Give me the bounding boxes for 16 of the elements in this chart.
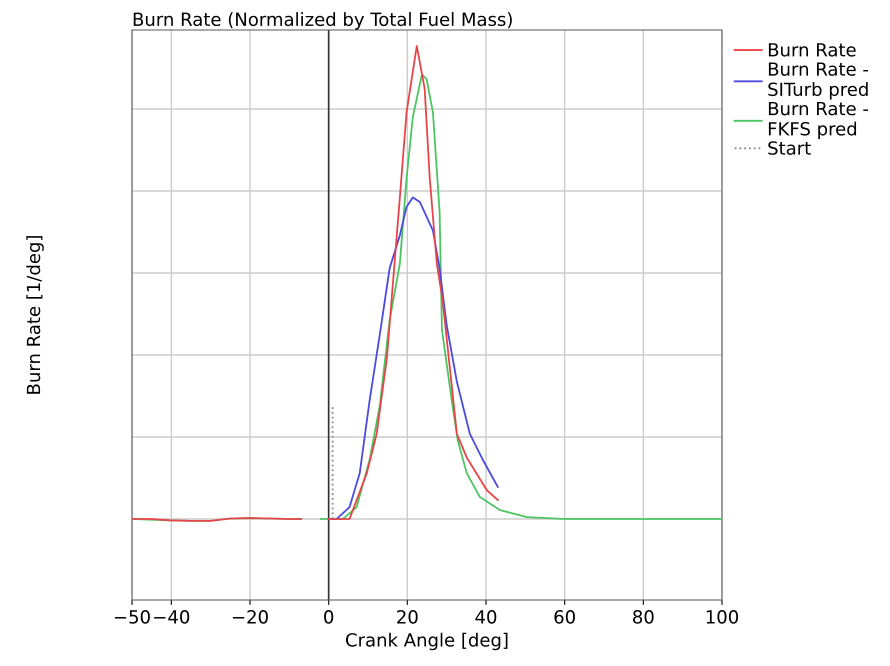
legend-label: Burn Rate - SITurb pred (768, 62, 868, 100)
x-axis-title: Crank Angle [deg] (346, 632, 508, 650)
chart-title: Burn Rate (Normalized by Total Fuel Mass) (134, 12, 512, 30)
x-tick-label: 0 (324, 610, 334, 624)
x-tick-label: 20 (397, 610, 418, 624)
legend-label: Start (768, 141, 811, 155)
legend-label: Burn Rate - FKFS pred (768, 102, 868, 140)
legend-label: Burn Rate (768, 43, 856, 57)
x-tick-label: 40 (475, 610, 496, 624)
x-tick-label: 100 (706, 610, 738, 624)
x-tick-label: 80 (633, 610, 654, 624)
x-tick-label: −20 (232, 610, 268, 624)
x-tick-label: −50 (114, 610, 150, 624)
x-tick-label: −40 (154, 610, 190, 624)
y-axis-title: Burn Rate [1/deg] (26, 236, 44, 394)
x-tick-label: 60 (554, 610, 575, 624)
